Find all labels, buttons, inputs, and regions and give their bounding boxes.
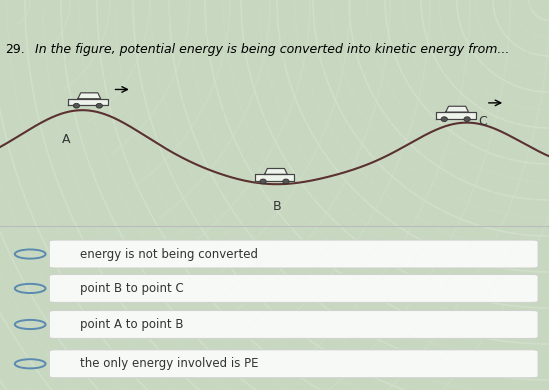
Circle shape <box>96 103 103 108</box>
FancyBboxPatch shape <box>49 350 538 378</box>
Polygon shape <box>255 174 294 181</box>
Circle shape <box>283 179 289 184</box>
Polygon shape <box>446 106 468 112</box>
Text: 29.: 29. <box>5 43 25 56</box>
Polygon shape <box>78 93 100 99</box>
Polygon shape <box>265 168 287 174</box>
Text: A: A <box>61 133 70 146</box>
Polygon shape <box>436 112 475 119</box>
FancyBboxPatch shape <box>49 240 538 268</box>
Text: point A to point B: point A to point B <box>80 318 183 331</box>
FancyBboxPatch shape <box>49 275 538 302</box>
Text: C: C <box>479 115 488 128</box>
Circle shape <box>441 117 447 122</box>
Text: energy is not being converted: energy is not being converted <box>80 248 257 261</box>
Circle shape <box>73 103 80 108</box>
FancyBboxPatch shape <box>49 310 538 339</box>
Text: point B to point C: point B to point C <box>80 282 183 295</box>
Polygon shape <box>68 99 108 105</box>
Text: In the figure, potential energy is being converted into kinetic energy from...: In the figure, potential energy is being… <box>35 43 509 56</box>
Text: B: B <box>273 200 282 213</box>
Circle shape <box>464 117 470 122</box>
Circle shape <box>260 179 266 184</box>
Text: the only energy involved is PE: the only energy involved is PE <box>80 357 258 370</box>
